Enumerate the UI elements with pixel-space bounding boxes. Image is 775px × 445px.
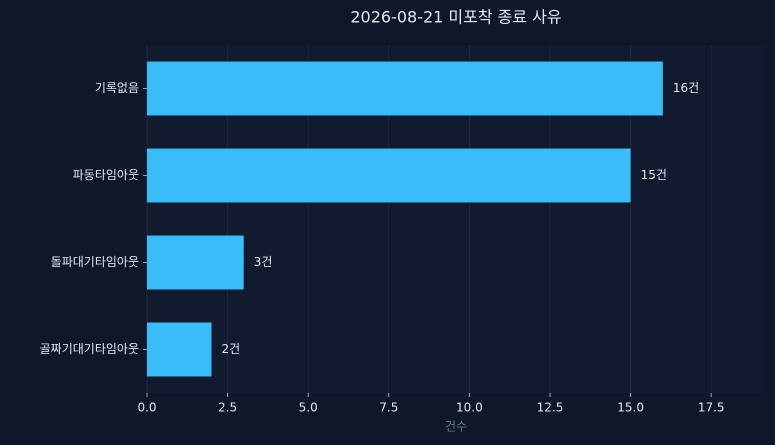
value-label: 2건 <box>221 342 240 356</box>
x-tick-label: 0.0 <box>137 401 156 415</box>
chart-title: 2026-08-21 미포착 종료 사유 <box>350 8 561 27</box>
y-tick-label: 돌파대기타임아웃 <box>51 255 139 269</box>
x-tick-label: 7.5 <box>379 401 398 415</box>
bar <box>147 322 212 377</box>
bar <box>147 235 244 290</box>
y-tick-label: 기록없음 <box>95 81 139 95</box>
value-label: 3건 <box>254 255 273 269</box>
value-label: 16건 <box>673 81 699 95</box>
bar <box>147 148 631 203</box>
bar <box>147 61 663 116</box>
x-tick-label: 12.5 <box>537 401 564 415</box>
x-axis-label: 건수 <box>445 420 467 434</box>
value-label: 15건 <box>641 168 667 182</box>
y-tick-label: 골짜기대기타임아웃 <box>40 342 139 356</box>
x-tick-label: 17.5 <box>698 401 725 415</box>
x-tick-label: 10.0 <box>456 401 483 415</box>
y-tick-label: 파동타임아웃 <box>73 168 139 182</box>
x-tick-label: 5.0 <box>299 401 318 415</box>
x-tick-label: 2.5 <box>218 401 237 415</box>
x-tick-label: 15.0 <box>617 401 644 415</box>
